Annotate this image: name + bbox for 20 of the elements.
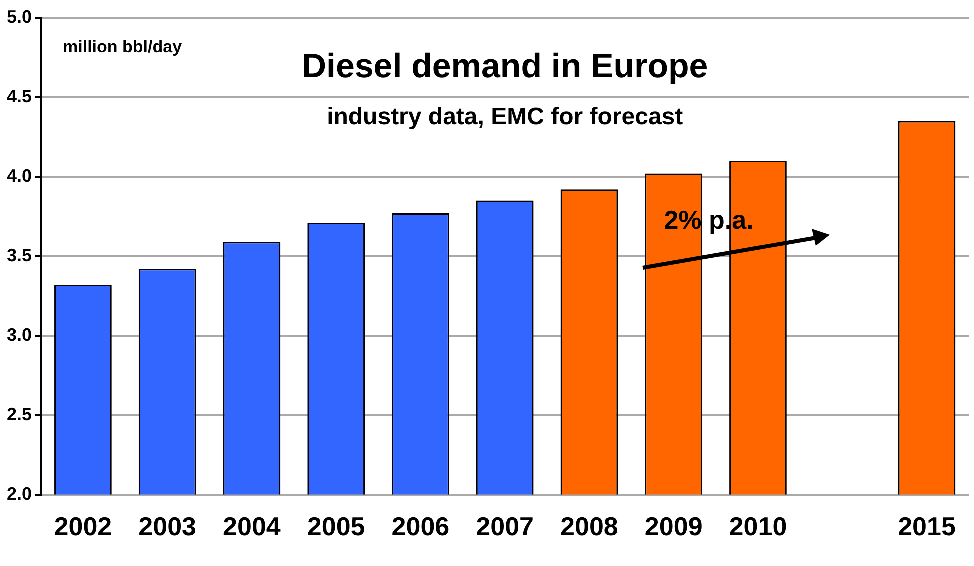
x-tick-label: 2010 xyxy=(729,512,788,542)
x-tick-label: 2007 xyxy=(476,512,534,542)
x-tick-label: 2006 xyxy=(392,512,450,542)
y-tick-label: 5.0 xyxy=(6,6,32,27)
x-tick-label: 2005 xyxy=(307,512,366,542)
x-tick-label: 2002 xyxy=(54,512,112,542)
y-axis-title: million bbl/day xyxy=(63,38,183,57)
x-tick-label: 2003 xyxy=(138,512,197,542)
y-tick-label: 3.0 xyxy=(6,324,32,345)
y-tick-label: 2.5 xyxy=(6,404,32,424)
y-tick-label: 4.0 xyxy=(6,166,32,186)
x-tick-label: 2015 xyxy=(898,512,956,542)
x-tick-label: 2008 xyxy=(560,512,618,542)
x-tick-label: 2004 xyxy=(223,512,282,542)
y-tick-label: 4.5 xyxy=(6,86,32,106)
y-tick-label: 3.5 xyxy=(6,245,32,266)
x-tick-label: 2009 xyxy=(644,512,703,542)
text: industry data, EMC for forecast xyxy=(327,104,684,131)
text: Diesel demand in Europe xyxy=(302,47,708,86)
y-tick-label: 2.0 xyxy=(6,484,32,504)
